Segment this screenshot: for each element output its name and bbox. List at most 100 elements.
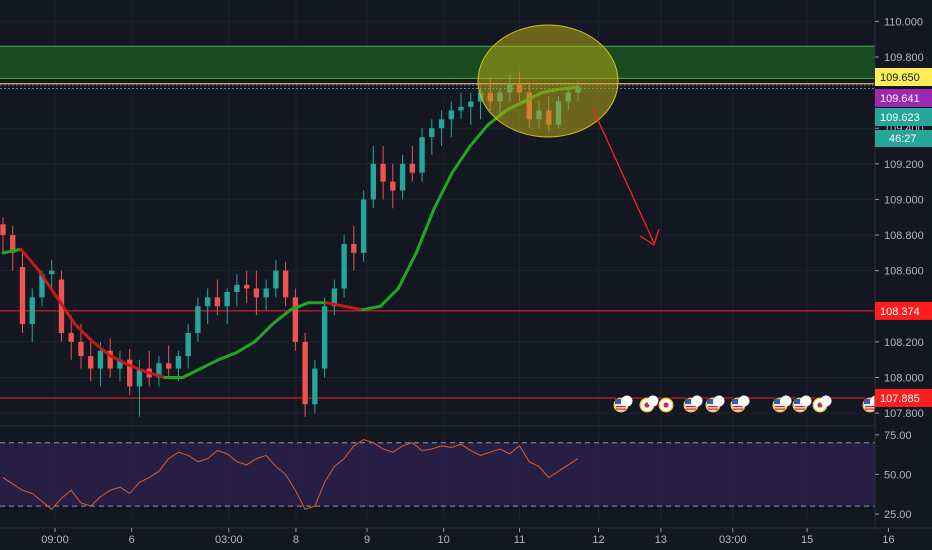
candle-body <box>68 332 74 342</box>
us-flag-stripe <box>616 406 626 408</box>
candle-body <box>175 356 182 369</box>
candle-body <box>117 359 123 369</box>
us-flag-stripe <box>865 408 875 410</box>
countdown-text: 46:27 <box>889 133 917 145</box>
candle-body <box>321 306 328 369</box>
ma-segment <box>1 247 23 255</box>
us-flag-canton <box>864 399 870 404</box>
price-axis[interactable]: 110.000109.800109.400109.200109.000108.8… <box>874 0 932 550</box>
ma-segment <box>289 301 310 312</box>
candle-body <box>185 332 191 357</box>
us-flag-canton <box>615 399 621 404</box>
price-badge-109.650 <box>875 68 932 86</box>
candle-body <box>204 297 211 307</box>
price-badge-text: 109.650 <box>880 72 920 84</box>
jp-flag-dot <box>663 402 669 408</box>
candle-body <box>468 101 474 107</box>
candle-body <box>282 270 289 298</box>
ma-segment <box>127 363 149 374</box>
event-count: 5 <box>783 396 788 406</box>
candle-body <box>127 359 133 387</box>
candle-body <box>29 297 35 325</box>
candle-body <box>234 284 240 293</box>
time-tick-label: 09:00 <box>41 534 69 546</box>
event-count: 22 <box>801 396 811 406</box>
ma-segment <box>199 358 221 371</box>
event-count-bubble <box>800 395 812 407</box>
ma-segment <box>109 354 131 367</box>
price-badge-107.885 <box>875 388 932 407</box>
candle-body <box>331 288 338 307</box>
down-arrow-head <box>639 228 660 247</box>
event-marker-us[interactable]: 3 <box>612 395 633 414</box>
ma-segment <box>253 322 275 344</box>
event-marker-jp[interactable]: 5 <box>638 395 659 414</box>
horizontal-levels <box>0 83 875 399</box>
highlight-ellipse <box>477 24 619 138</box>
event-count: 5 <box>650 396 655 406</box>
candle-body <box>458 106 464 111</box>
event-marker-us[interactable]: 22 <box>791 395 812 414</box>
ma-segment <box>235 340 257 355</box>
candle-body <box>302 341 308 405</box>
time-tick-label: 12 <box>592 534 604 546</box>
candle-body <box>351 243 357 253</box>
price-tick-label: 108.800 <box>884 230 924 242</box>
price-badge-text: 109.641 <box>880 93 920 105</box>
us-flag-canton <box>707 399 713 404</box>
ma-segment <box>468 123 490 148</box>
event-count: 11 <box>692 396 701 406</box>
price-tick-label: 109.000 <box>884 194 924 206</box>
event-count-bubble <box>691 395 703 407</box>
down-arrow-line <box>591 106 655 244</box>
ma-segment <box>19 247 41 273</box>
event-marker-jp[interactable] <box>657 396 675 414</box>
rsi-tick-label: 25.00 <box>884 509 912 521</box>
us-flag-stripe <box>775 406 785 408</box>
candle-body <box>448 110 454 120</box>
candle-body <box>78 341 84 357</box>
price-tick-label: 109.800 <box>884 52 924 64</box>
event-count: 3 <box>624 396 629 406</box>
event-marker-us[interactable]: 8 <box>704 395 725 414</box>
event-marker-us[interactable]: 11 <box>682 395 703 414</box>
time-tick-label: 03:00 <box>215 534 243 546</box>
candle-body <box>0 224 6 236</box>
countdown-badge <box>875 130 932 147</box>
resistance-zone <box>0 45 875 79</box>
event-count-bubble <box>713 395 725 407</box>
us-flag-stripe <box>708 406 718 408</box>
time-tick-label: 13 <box>655 534 667 546</box>
candle-body <box>214 297 221 307</box>
event-marker-jp[interactable]: 5 <box>811 395 832 414</box>
ma-segment <box>342 304 364 312</box>
ma-segment <box>37 269 59 299</box>
ma-segment <box>91 340 113 358</box>
price-tick-label: 108.600 <box>884 266 924 278</box>
price-tick-label: 110.000 <box>884 16 923 28</box>
candle-body <box>438 119 445 129</box>
candle-body <box>399 163 406 191</box>
candle-body <box>165 363 172 369</box>
us-flag-stripe <box>865 406 875 408</box>
candle-body <box>253 288 260 298</box>
price-badge-108.374 <box>875 301 932 320</box>
ma-segment <box>414 206 436 255</box>
ma-segment <box>217 351 239 362</box>
resistance-zone-fill <box>0 46 875 79</box>
rsi-band <box>0 442 875 507</box>
event-marker-us[interactable]: 2 <box>729 395 750 414</box>
candle-body <box>409 163 416 173</box>
candle-body <box>263 288 269 298</box>
event-count: 2 <box>741 396 746 406</box>
event-marker-us[interactable]: 5 <box>771 395 792 414</box>
candle-body <box>390 181 396 191</box>
time-tick-label: 6 <box>129 534 135 546</box>
us-flag-canton <box>794 399 800 404</box>
candle-body <box>195 306 201 333</box>
ma-segment <box>450 144 472 175</box>
time-tick-label: 8 <box>293 534 299 546</box>
